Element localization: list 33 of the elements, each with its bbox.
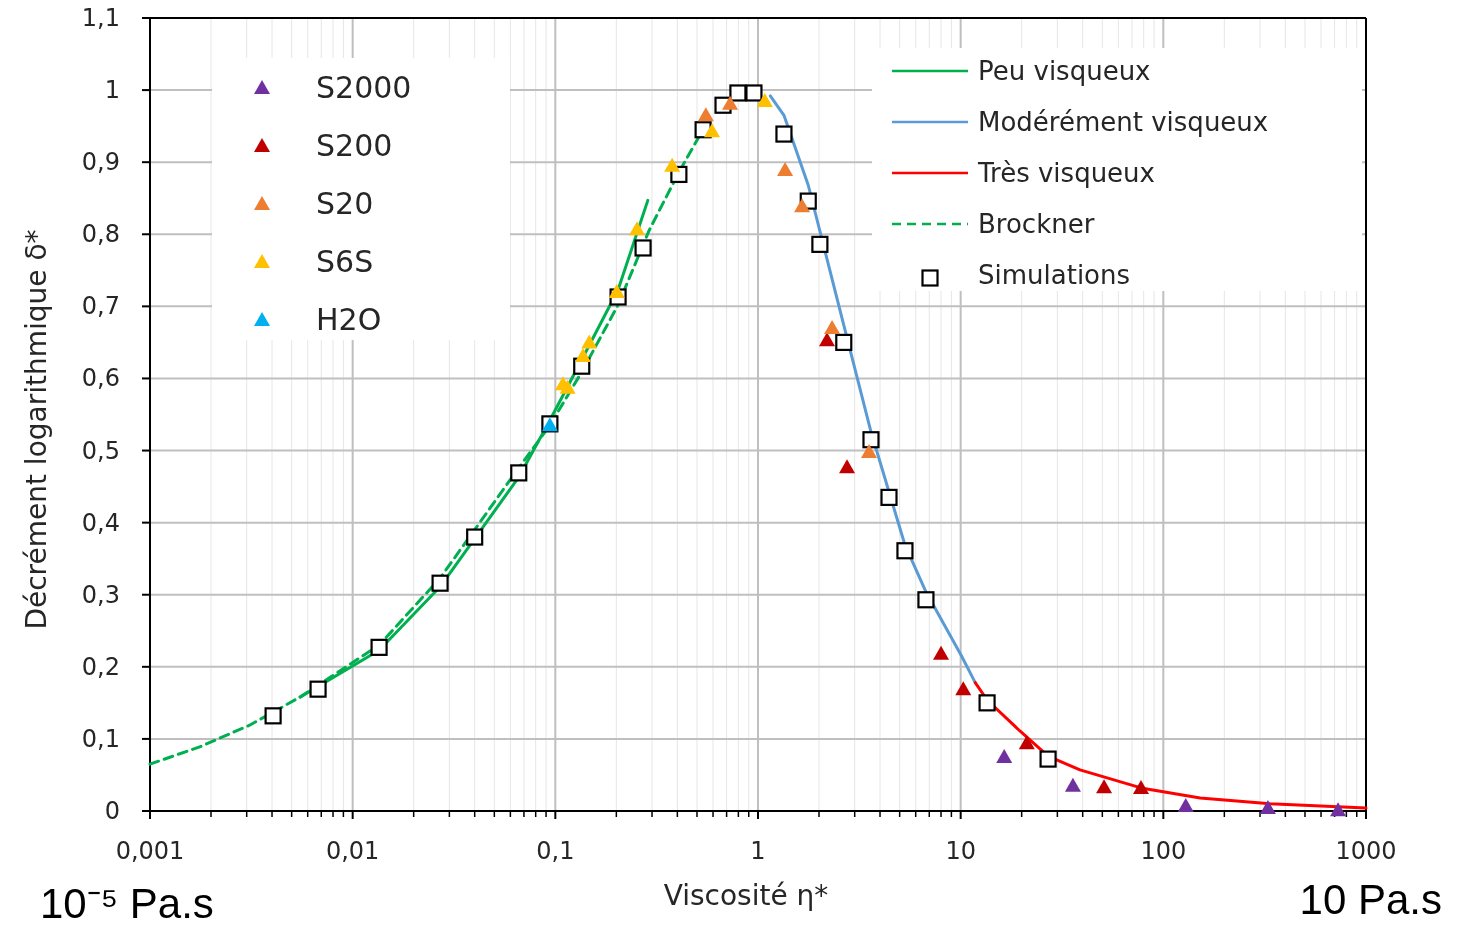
text: 10⁻⁵ Pa.s — [40, 880, 214, 925]
legend-label: H2O — [316, 302, 382, 337]
x-tick-label: 1 — [750, 837, 766, 865]
y-axis-title: Décrément logarithmique δ* — [20, 229, 53, 630]
y-tick-label: 0,9 — [81, 148, 120, 177]
y-tick-label: 0,3 — [81, 580, 120, 609]
y-tick-label: 0,6 — [81, 364, 120, 393]
legend-label: Brockner — [978, 209, 1095, 239]
y-tick-label: 1 — [104, 76, 120, 105]
y-tick-label: 0,1 — [81, 724, 120, 753]
y-tick-label: 0,8 — [81, 220, 120, 249]
legend-label: S2000 — [316, 70, 412, 105]
x-axis-title: Viscosité η* — [663, 879, 829, 912]
y-tick-label: 1,1 — [81, 4, 120, 32]
y-tick-label: 0,4 — [81, 508, 120, 537]
text: 10 Pa.s — [1299, 876, 1442, 923]
y-tick-label: 0 — [104, 797, 120, 825]
legend-label: Simulations — [978, 260, 1131, 290]
y-tick-label: 0,5 — [81, 436, 120, 465]
x-tick-label: 0,01 — [325, 837, 380, 865]
legend-label: S200 — [316, 128, 393, 163]
x-tick-label: 0,1 — [536, 837, 575, 865]
legend-label: Modérément visqueux — [978, 107, 1269, 137]
x-tick-label: 100 — [1140, 837, 1187, 865]
legend-label: Très visqueux — [977, 158, 1155, 188]
x-tick-label: 10 — [945, 837, 976, 865]
legend-label: Peu visqueux — [978, 56, 1151, 86]
legend-label: S20 — [316, 186, 374, 221]
x-tick-label: 1000 — [1335, 837, 1397, 865]
y-tick-label: 0,7 — [81, 292, 120, 321]
x-tick-label: 0,001 — [115, 837, 185, 865]
legend-label: S6S — [316, 244, 374, 279]
y-tick-label: 0,2 — [81, 652, 120, 681]
